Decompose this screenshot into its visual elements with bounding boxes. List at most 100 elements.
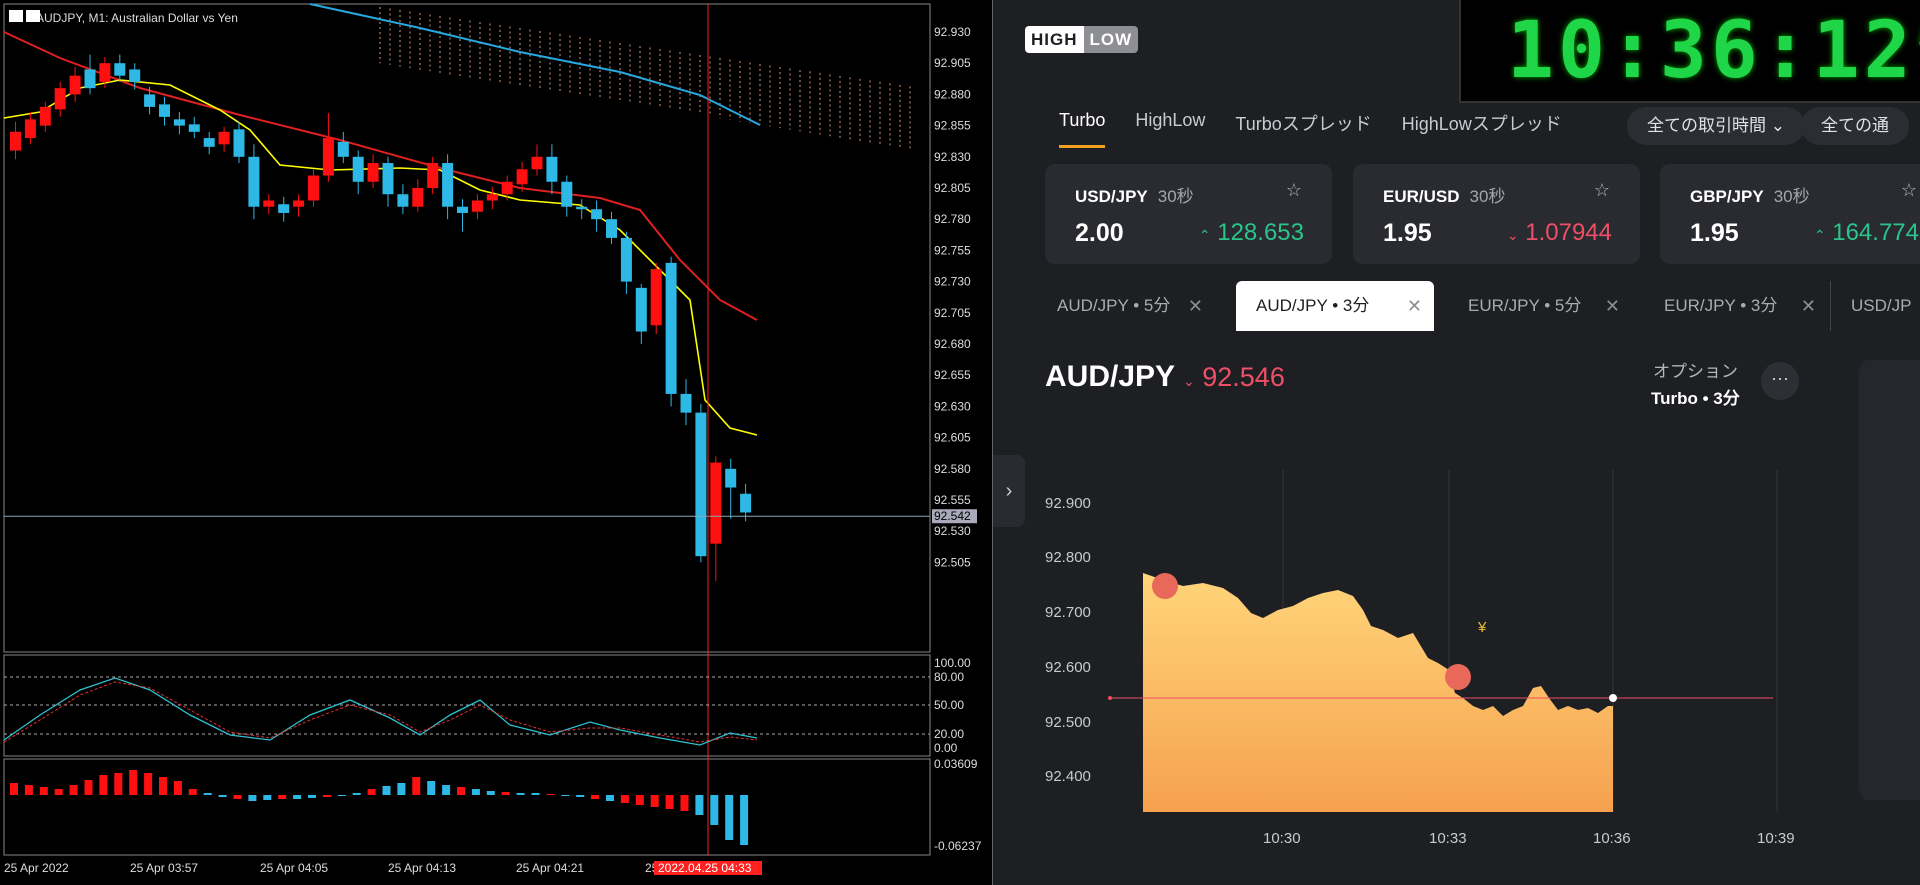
- macd-bar: [457, 787, 465, 795]
- macd-bar: [188, 789, 197, 795]
- star-icon[interactable]: ☆: [1593, 180, 1610, 200]
- price-tick: 92.905: [934, 56, 971, 70]
- x-tick: 10:33: [1429, 830, 1467, 847]
- macd-bar: [442, 785, 451, 795]
- trade-marker: [1445, 664, 1471, 690]
- product-tab-audjpy-3[interactable]: AUD/JPY • 3分 ✕: [1236, 281, 1434, 331]
- time-tick: 25 Apr 03:57: [130, 861, 198, 875]
- trade-panel[interactable]: [1859, 360, 1920, 800]
- card-pair: USD/JPY 30秒: [1075, 187, 1194, 206]
- macd-bar: [680, 795, 689, 811]
- asset-card-eurusd[interactable]: EUR/USD 30秒 ☆ 1.95 ⌄ 1.07944: [1353, 164, 1640, 264]
- price-chart[interactable]: 92.900 92.800 92.700 92.600 92.500 92.400 10:3…: [993, 440, 1853, 860]
- close-icon: ✕: [1187, 296, 1203, 316]
- candle-body: [442, 163, 454, 207]
- tab-turbo[interactable]: Turbo: [1059, 110, 1106, 148]
- price-tick: 92.680: [934, 337, 971, 351]
- macd-bar: [606, 795, 614, 801]
- logo-low: LOW: [1083, 26, 1139, 53]
- y-tick: 92.800: [1045, 549, 1091, 566]
- card-payout: 1.95: [1383, 219, 1432, 247]
- tab-highlow[interactable]: HighLow: [1135, 110, 1206, 130]
- close-icon: ✕: [1604, 296, 1620, 316]
- arrow-up-icon: ⌃: [1813, 227, 1826, 243]
- candle-body: [114, 63, 126, 76]
- macd-bar: [173, 781, 182, 795]
- chart-title: AUDJPY, M1: Australian Dollar vs Yen: [36, 11, 238, 25]
- x-tick: 10:30: [1263, 830, 1301, 847]
- candle-body: [680, 393, 692, 413]
- price-tick: 92.780: [934, 212, 971, 226]
- macd-bar: [695, 795, 704, 815]
- menu-icon: [9, 10, 23, 22]
- macd-bar: [248, 795, 257, 801]
- candle-body: [308, 175, 319, 201]
- current-price-label-bg: [932, 509, 977, 524]
- time-tick: 25 Apr 2022: [4, 861, 69, 875]
- stochastic-signal: [3, 681, 758, 743]
- mt4-chart-window[interactable]: AUDJPY, M1: Australian Dollar vs Yen 92.9…: [0, 0, 993, 885]
- arrow-up-icon: ⌃: [1198, 227, 1211, 243]
- candle-body: [24, 119, 36, 139]
- highlow-panel: HIGH LOW 10:36:12AM Turbo HighLow Turboス…: [993, 0, 1920, 885]
- tab-turbo-spread[interactable]: Turboスプレッド: [1235, 114, 1372, 134]
- macd-bar: [99, 775, 108, 795]
- macd-bar: [84, 780, 93, 795]
- price-tick: 92.605: [934, 431, 971, 445]
- macd-bar: [427, 781, 436, 795]
- price-tick: 92.630: [934, 399, 971, 413]
- star-icon[interactable]: ☆: [1900, 180, 1917, 200]
- macd-bar: [218, 795, 227, 797]
- digital-clock: 10:36:12AM: [1459, 0, 1920, 103]
- product-tab-usdjpy[interactable]: USD/JP: [1830, 281, 1920, 331]
- macd-bar: [382, 786, 391, 795]
- candle-body: [322, 138, 334, 176]
- price-tick: 92.705: [934, 306, 971, 320]
- stochastic-main: [3, 677, 758, 746]
- macd-bar: [69, 785, 78, 795]
- chart-icon: [26, 10, 40, 22]
- product-tab-eurjpy-5[interactable]: EUR/JPY • 5分 ✕: [1435, 281, 1632, 331]
- arrow-down-icon: ⌄: [1506, 227, 1519, 243]
- star-icon[interactable]: ☆: [1285, 180, 1302, 200]
- price-tick: 92.805: [934, 181, 971, 195]
- macd-bar: [546, 794, 555, 795]
- close-icon: ✕: [1800, 296, 1816, 316]
- macd-bar: [516, 793, 525, 795]
- osc-tick: 100.00: [934, 656, 971, 670]
- candle-body: [352, 156, 364, 182]
- candle-body: [740, 493, 752, 513]
- candle-body: [710, 462, 722, 544]
- active-pair: AUD/JPY: [1045, 360, 1176, 393]
- price-tick: 92.580: [934, 462, 971, 476]
- product-tab-audjpy-5[interactable]: AUD/JPY • 5分 ✕: [1005, 281, 1215, 331]
- macd-bar: [263, 795, 272, 800]
- more-options-button[interactable]: ⋯: [1761, 362, 1799, 400]
- candle-body: [665, 262, 677, 394]
- asset-card-usdjpy[interactable]: USD/JPY 30秒 ☆ 2.00 ⌃ 128.653: [1045, 164, 1332, 264]
- product-type-tabs: Turbo HighLow Turboスプレッド HighLowスプレッド: [1059, 110, 1562, 148]
- tab-highlow-spread[interactable]: HighLowスプレッド: [1401, 114, 1562, 134]
- candle-body: [337, 141, 349, 157]
- trading-time-filter[interactable]: 全ての取引時間 ⌄: [1627, 107, 1805, 145]
- macd-bar: [203, 793, 212, 795]
- cursor-time-bg: [654, 861, 762, 875]
- price-tick: 92.655: [934, 368, 971, 382]
- candle-body: [54, 88, 66, 110]
- price-area: [1143, 573, 1613, 812]
- product-tab-eurjpy-3[interactable]: EUR/JPY • 3分 ✕: [1632, 281, 1828, 331]
- candle-body: [39, 106, 51, 126]
- macd-bar: [561, 795, 570, 796]
- open-product-tabs: AUD/JPY • 5分 ✕ AUD/JPY • 3分 ✕ EUR/JPY • 5分…: [1005, 281, 1920, 331]
- highlow-logo[interactable]: HIGH LOW: [1025, 26, 1139, 53]
- sidebar-toggle-button[interactable]: ›: [993, 455, 1025, 527]
- macd-bar: [114, 773, 123, 795]
- osc-tick: 20.00: [934, 727, 964, 741]
- macd-bar: [278, 795, 287, 799]
- mt4-chart-canvas[interactable]: AUDJPY, M1: Australian Dollar vs Yen 92.9…: [0, 0, 993, 885]
- candle-body: [516, 169, 528, 185]
- candle-body: [606, 219, 617, 238]
- currency-filter[interactable]: 全ての通: [1801, 107, 1909, 145]
- logo-high: HIGH: [1025, 26, 1084, 53]
- asset-card-gbpjpy[interactable]: GBP/JPY 30秒 ☆ 1.95 ⌃ 164.774: [1660, 164, 1920, 264]
